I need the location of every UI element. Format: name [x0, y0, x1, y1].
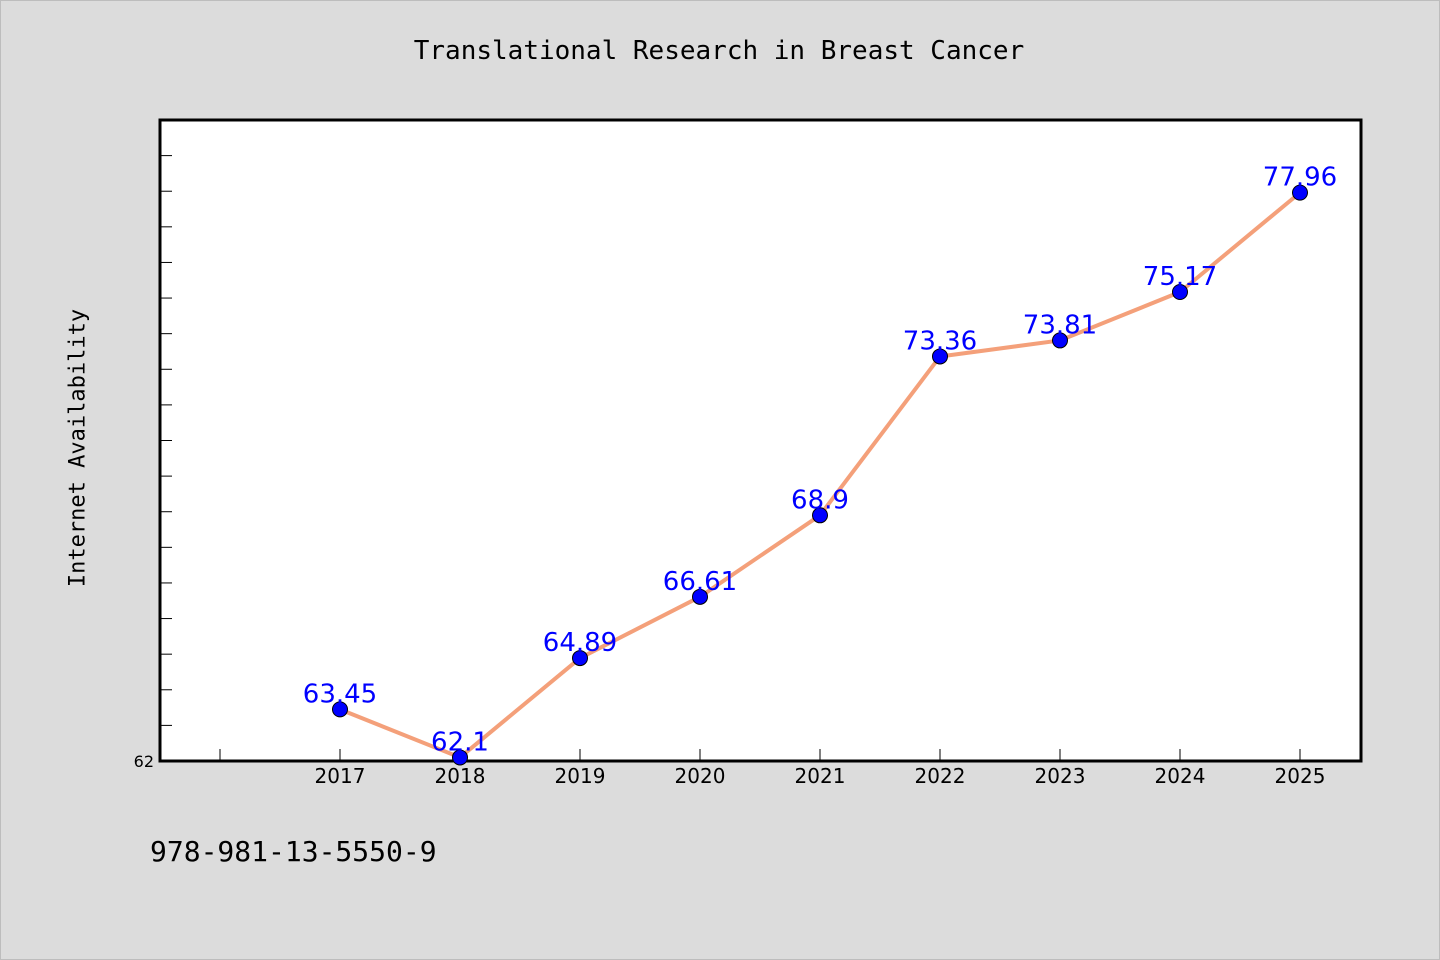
data-point	[1292, 184, 1308, 201]
data-point	[932, 348, 948, 365]
x-tick-label: 2022	[915, 764, 966, 788]
data-point	[692, 588, 708, 605]
x-tick-label: 2021	[795, 764, 846, 788]
data-label: 64.89	[543, 628, 617, 658]
y-tick-label: 62	[134, 752, 154, 771]
x-tick-label: 2018	[435, 764, 486, 788]
data-point	[812, 507, 828, 524]
data-label: 63.45	[303, 679, 377, 709]
chart-title: Translational Research in Breast Cancer	[413, 36, 1025, 66]
data-label: 77.96	[1263, 163, 1337, 193]
data-point	[452, 749, 468, 766]
data-label: 73.81	[1023, 310, 1097, 340]
data-label: 62.1	[431, 727, 489, 757]
data-point	[1052, 332, 1068, 349]
x-tick-label: 2023	[1035, 764, 1086, 788]
x-tick-label: 2017	[315, 764, 366, 788]
x-axis-ticks: 2017 2018 2019 2020 2021 2022 2023 2024 2025	[219, 749, 1326, 788]
x-tick-label: 2025	[1275, 764, 1326, 788]
data-labels: 63.45 62.1 64.89 66.61 68.9 73.36 73.81 75.17 77…	[303, 163, 1337, 758]
x-tick-label: 2019	[555, 764, 606, 788]
plot-area	[158, 118, 1363, 763]
data-point	[1172, 284, 1188, 301]
data-label: 66.61	[663, 567, 737, 597]
data-label: 68.9	[791, 485, 849, 515]
data-points	[332, 184, 1308, 766]
data-label: 75.17	[1143, 262, 1217, 292]
x-tick-label: 2024	[1155, 764, 1206, 788]
x-tick-label: 2020	[675, 764, 726, 788]
y-axis-ticks: 62	[134, 119, 172, 771]
footer-code: 978-981-13-5550-9	[150, 835, 437, 868]
data-point	[572, 650, 588, 667]
data-label: 73.36	[903, 326, 977, 356]
data-point	[332, 701, 348, 718]
